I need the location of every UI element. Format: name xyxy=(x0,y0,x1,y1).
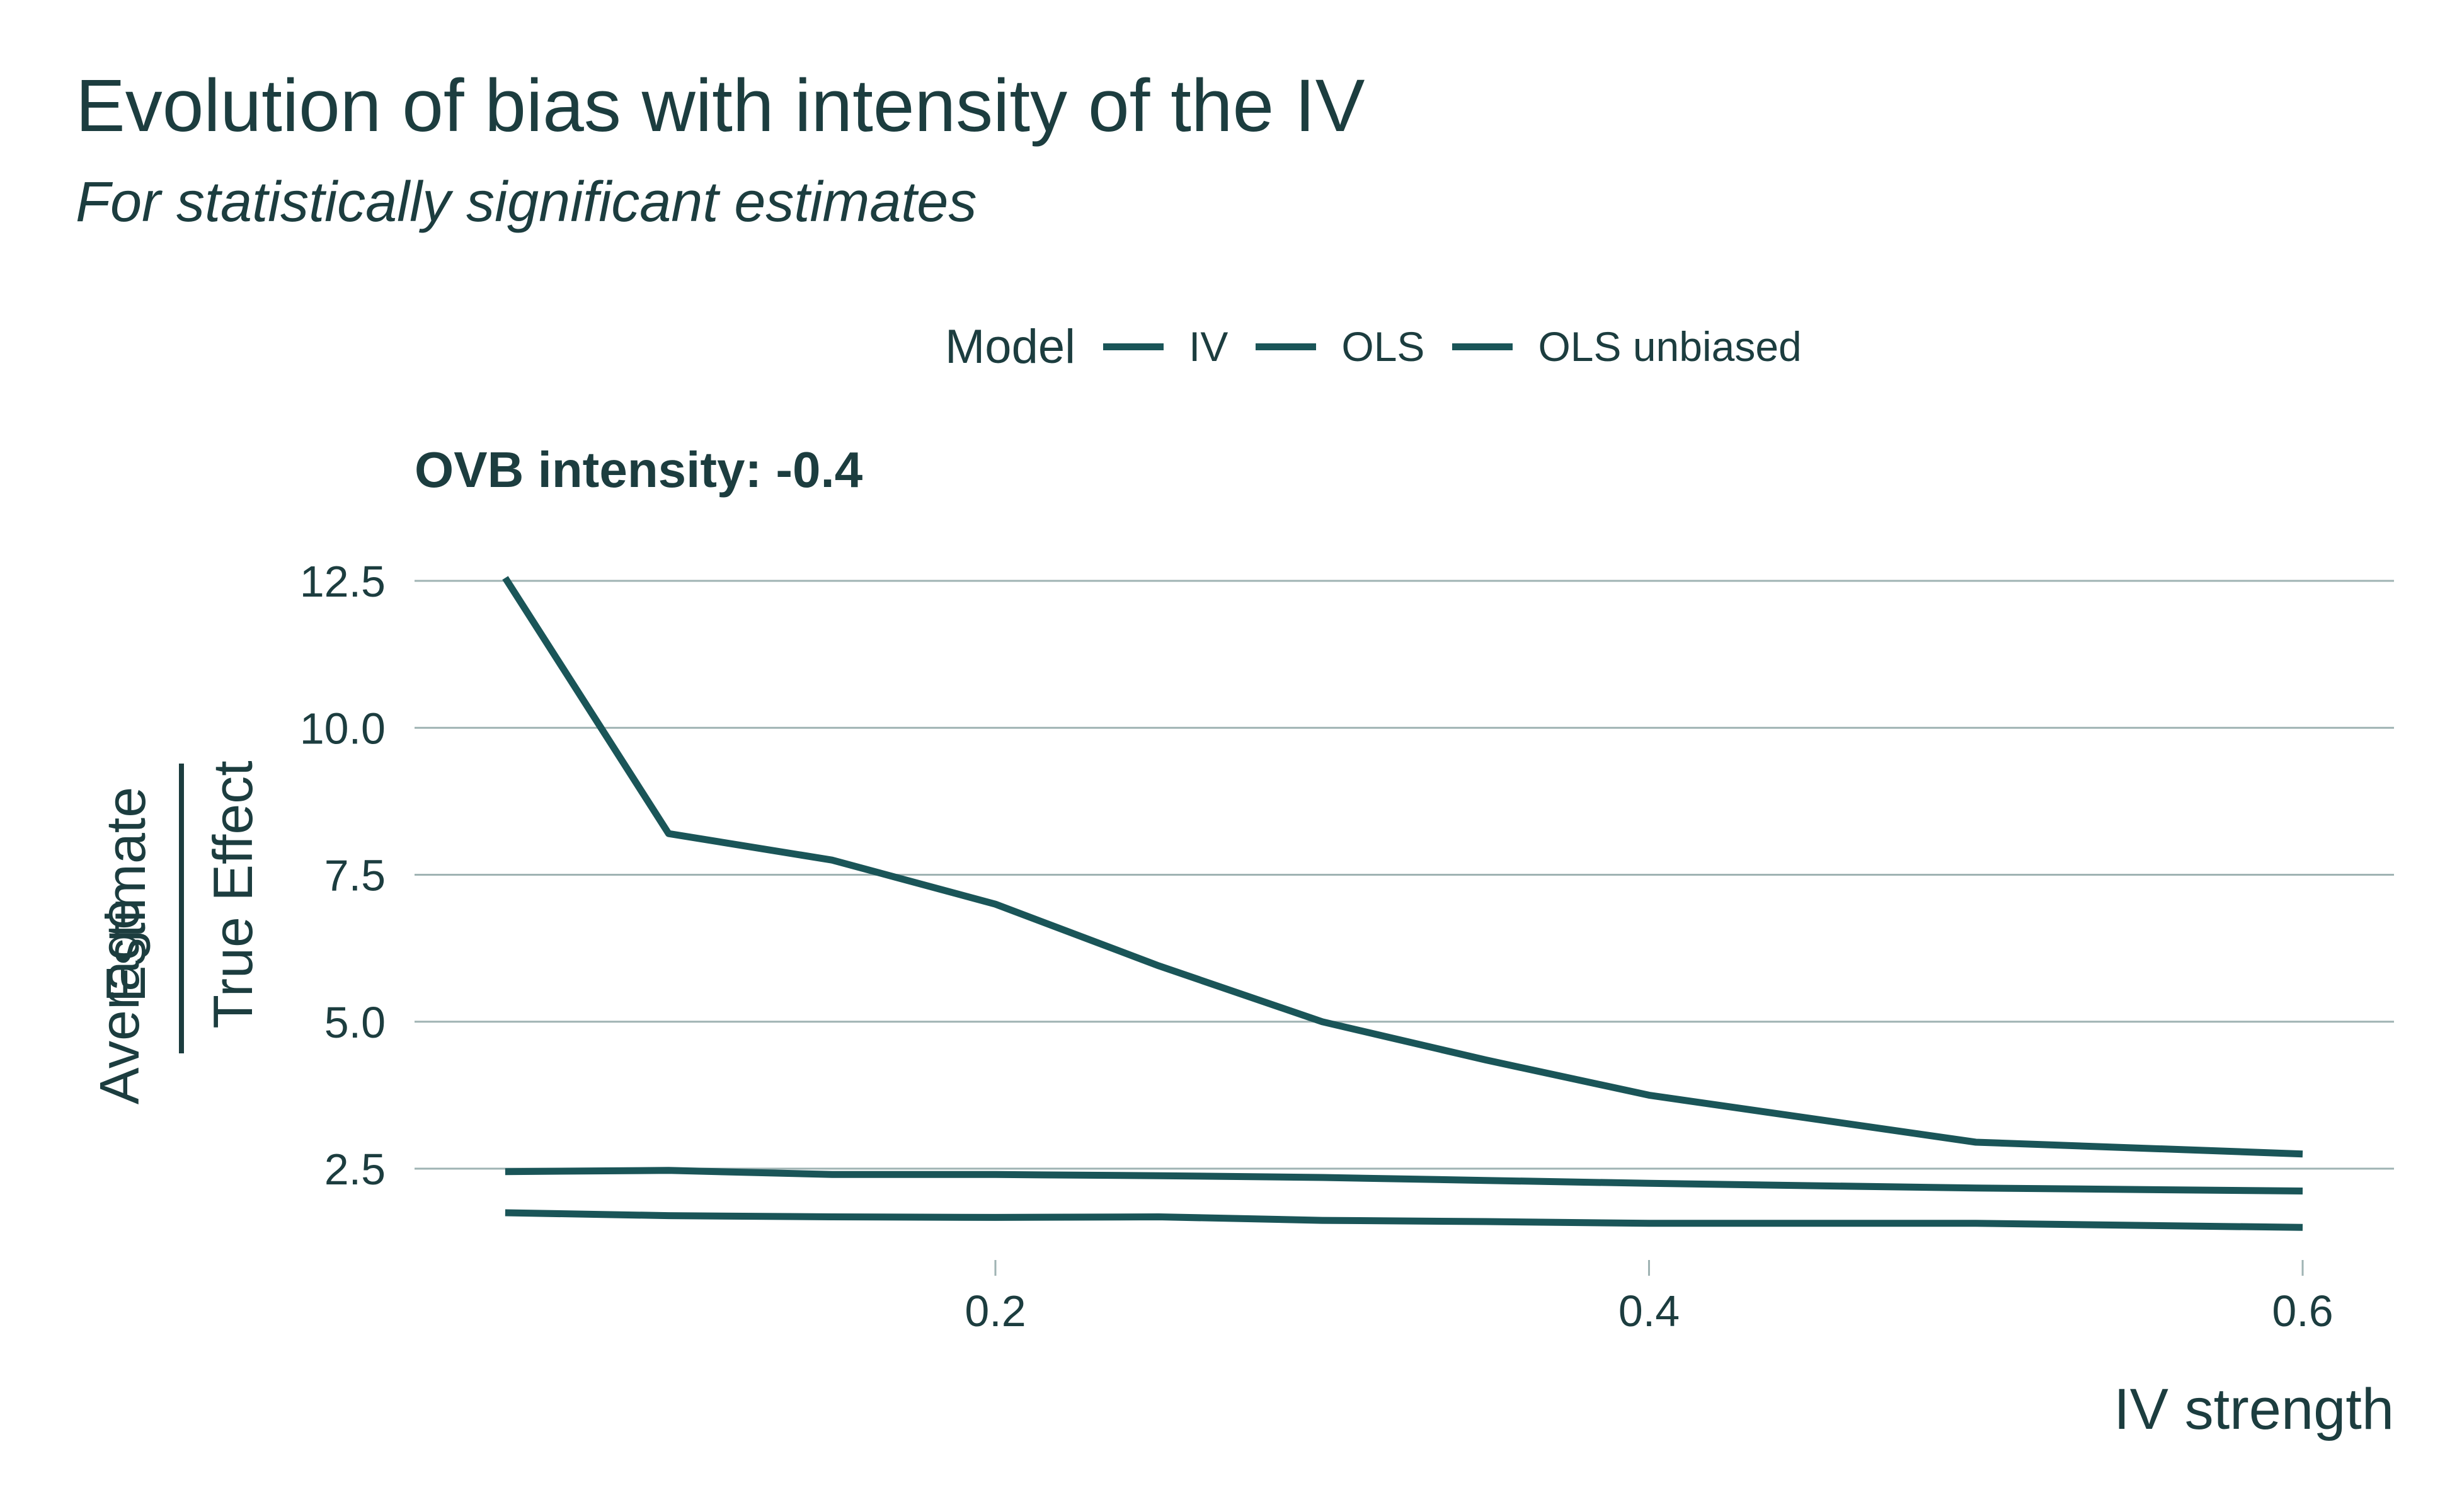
chart-title: Evolution of bias with intensity of the … xyxy=(76,64,1365,147)
x-tick-label: 0.6 xyxy=(2272,1286,2333,1336)
legend-label-ols: OLS xyxy=(1341,323,1425,370)
series-layer xyxy=(502,576,2303,1231)
legend-key-ols xyxy=(1256,343,1317,350)
x-axis-label: IV strength xyxy=(2114,1377,2394,1441)
y-tick-label: 12.5 xyxy=(300,557,386,606)
y-tick-label: 7.5 xyxy=(324,851,386,900)
legend-item-ols-unbiased: OLS unbiased xyxy=(1452,323,1802,370)
facet-title: OVB intensity: -0.4 xyxy=(415,442,863,498)
legend-item-iv: IV xyxy=(1103,323,1228,370)
y-axis-label: Estimate True Effect xyxy=(38,542,265,1147)
legend-key-iv xyxy=(1103,343,1164,350)
series-line-ols-unbiased xyxy=(505,1209,2303,1231)
legend-label-ols-unbiased: OLS unbiased xyxy=(1538,323,1802,370)
legend-title: Model xyxy=(945,319,1075,374)
legend-label-iv: IV xyxy=(1189,323,1228,370)
grid-layer xyxy=(415,580,2394,1170)
x-tick-label: 0.4 xyxy=(1618,1286,1680,1336)
legend-item-ols: OLS xyxy=(1256,323,1424,370)
x-tick-label: 0.2 xyxy=(965,1286,1026,1336)
series-line-ols xyxy=(505,1167,2303,1194)
y-tick-label: 2.5 xyxy=(324,1145,386,1194)
y-tick-label: 10.0 xyxy=(300,704,386,753)
tick-layer: 2.5 5.0 7.5 10.0 12.5 0.2 0.4 0.6 xyxy=(300,557,2334,1336)
series-line-iv xyxy=(502,576,2303,1158)
legend: Model IV OLS OLS unbiased xyxy=(945,312,1830,381)
legend-key-ols-unbiased xyxy=(1452,343,1513,350)
y-axis-label-fraction-bar xyxy=(179,764,184,1053)
chart-subtitle: For statistically significant estimates xyxy=(76,171,977,234)
y-tick-label: 5.0 xyxy=(324,998,386,1047)
